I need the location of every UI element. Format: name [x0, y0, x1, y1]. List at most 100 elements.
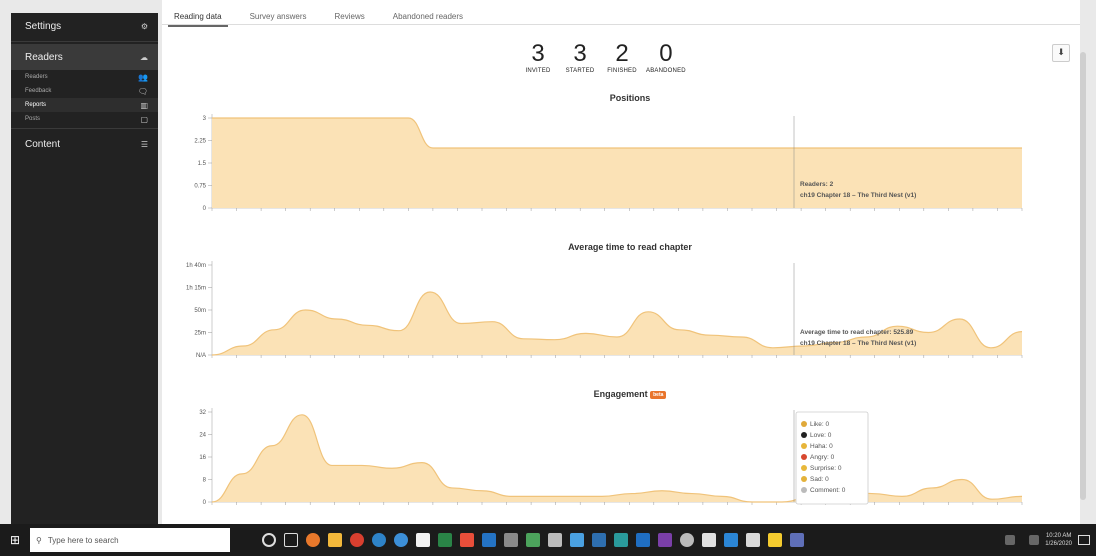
- gear-icon: ⚙: [140, 21, 148, 31]
- sidebar-item-label: Content: [25, 138, 61, 150]
- y-tick-label: 3: [203, 116, 207, 122]
- stat-value: 0: [659, 40, 673, 67]
- app-icon[interactable]: [548, 533, 562, 547]
- taskbar-search-box[interactable]: ⚲ Type here to search: [30, 528, 230, 552]
- app-window: Settings ⚙ Readers ☁ Readers 👥 Feedback …: [11, 0, 1086, 524]
- like-icon: [801, 421, 807, 427]
- excel-icon[interactable]: [438, 533, 452, 547]
- y-tick-label: 2.25: [194, 139, 206, 145]
- stat-value: 2: [615, 40, 629, 67]
- sidebar-item-label: Posts: [25, 116, 41, 122]
- app-icon[interactable]: [614, 533, 628, 547]
- tab-survey-answers[interactable]: Survey answers: [249, 12, 307, 21]
- app-icon[interactable]: [702, 533, 716, 547]
- y-tick-label: 8: [203, 478, 207, 484]
- stat-label: STARTED: [565, 68, 595, 74]
- app-icon[interactable]: [746, 533, 760, 547]
- sidebar-item-settings[interactable]: Settings ⚙: [11, 13, 158, 39]
- divider: [11, 128, 158, 129]
- stat-finished: 2 FINISHED: [604, 40, 640, 75]
- sidebar-subitem-reports[interactable]: Reports ▥: [11, 98, 158, 112]
- windows-start-button[interactable]: ⊞: [9, 533, 21, 547]
- stat-invited: 3 INVITED: [520, 42, 556, 75]
- firefox-icon[interactable]: [306, 533, 320, 547]
- y-tick-label: 1h 40m: [186, 263, 206, 269]
- cortana-icon[interactable]: [262, 533, 276, 547]
- annotation-label: Readers: 2: [800, 181, 834, 188]
- notifications-icon[interactable]: [1078, 535, 1090, 545]
- sidebar-item-content[interactable]: Content ☰: [11, 131, 158, 157]
- mail-icon[interactable]: [328, 533, 342, 547]
- area-line: [211, 291, 1023, 356]
- system-tray: 10:20 AM 1/26/2020: [997, 524, 1090, 556]
- tab-reviews[interactable]: Reviews: [334, 12, 365, 21]
- sidebar-subitem-feedback[interactable]: Feedback 🗨: [11, 84, 158, 98]
- annotation-chapter: ch19 Chapter 18 – The Third Nest (v1): [800, 192, 916, 199]
- photos-icon[interactable]: [724, 533, 738, 547]
- y-tick-label: 0: [203, 500, 207, 506]
- app-icon[interactable]: [592, 533, 606, 547]
- sidebar-item-label: Reports: [25, 102, 47, 108]
- sidebar-subitem-posts[interactable]: Posts ▢: [11, 112, 158, 126]
- sad-icon: [801, 476, 807, 482]
- ie-icon[interactable]: [394, 533, 408, 547]
- edge-icon[interactable]: [372, 533, 386, 547]
- app-icon[interactable]: [460, 533, 474, 547]
- app-icon[interactable]: [504, 533, 518, 547]
- app-icon[interactable]: [636, 533, 650, 547]
- divider: [162, 24, 1080, 25]
- stat-label: INVITED: [525, 68, 551, 74]
- app-icon[interactable]: [790, 533, 804, 547]
- store-icon[interactable]: [416, 533, 430, 547]
- y-tick-label: 32: [199, 410, 206, 416]
- area-line: [212, 117, 1022, 149]
- area-fill: [212, 118, 1022, 208]
- sticky-notes-icon[interactable]: [768, 533, 782, 547]
- tooltip-row: Sad: 0: [810, 476, 829, 483]
- comment-icon: ▢: [140, 114, 148, 124]
- network-icon[interactable]: [1005, 535, 1016, 545]
- tab-reading-data[interactable]: Reading data: [168, 10, 228, 27]
- tooltip-row: Surprise: 0: [810, 465, 842, 472]
- beta-badge: beta: [650, 390, 667, 399]
- tooltip-row: Love: 0: [810, 432, 832, 439]
- tooltip-row: Angry: 0: [810, 454, 835, 461]
- tab-abandoned-readers[interactable]: Abandoned readers: [392, 12, 464, 21]
- tooltip-row: Haha: 0: [810, 443, 833, 450]
- stat-label: FINISHED: [607, 68, 637, 74]
- outlook-icon[interactable]: [482, 533, 496, 547]
- stats-summary: 3 INVITED 3 STARTED 2 FINISHED 0 ABANDON…: [520, 40, 686, 75]
- list-icon: ☰: [140, 139, 148, 149]
- sidebar-item-readers[interactable]: Readers ☁: [11, 44, 158, 70]
- y-tick-label: N/A: [196, 353, 206, 359]
- users-icon: 👥: [138, 72, 148, 82]
- onenote-icon[interactable]: [658, 533, 672, 547]
- clock[interactable]: 10:20 AM 1/26/2020: [1045, 532, 1072, 548]
- angry-icon: [801, 454, 807, 460]
- volume-icon[interactable]: [1029, 535, 1040, 545]
- microphone-icon[interactable]: [680, 533, 694, 547]
- sidebar-item-label: Settings: [25, 20, 62, 32]
- chat-icon: 🗨: [137, 86, 148, 96]
- sidebar-subitem-readers[interactable]: Readers 👥: [11, 70, 158, 84]
- y-tick-label: 50m: [194, 308, 206, 314]
- area-line: [211, 414, 1023, 503]
- y-tick-label: 1h 15m: [186, 286, 206, 292]
- tooltip-row: Comment: 0: [810, 487, 846, 494]
- search-placeholder: Type here to search: [47, 535, 119, 545]
- chrome-icon[interactable]: [350, 533, 364, 547]
- app-icon[interactable]: [526, 533, 540, 547]
- stat-label: ABANDONED: [646, 68, 686, 74]
- taskbar-apps: [254, 533, 804, 547]
- task-view-icon[interactable]: [284, 533, 298, 547]
- tooltip-row: Like: 0: [810, 421, 830, 428]
- sidebar-item-label: Readers: [25, 74, 48, 80]
- scrollbar[interactable]: [1080, 52, 1086, 500]
- app-icon[interactable]: [570, 533, 584, 547]
- y-tick-label: 1.5: [198, 161, 207, 167]
- cloud-icon: ☁: [140, 52, 148, 62]
- download-button[interactable]: ⬇: [1052, 44, 1070, 62]
- stat-started: 3 STARTED: [562, 42, 598, 75]
- y-tick-label: 0: [203, 206, 207, 212]
- annotation-chapter: ch19 Chapter 18 – The Third Nest (v1): [800, 340, 916, 347]
